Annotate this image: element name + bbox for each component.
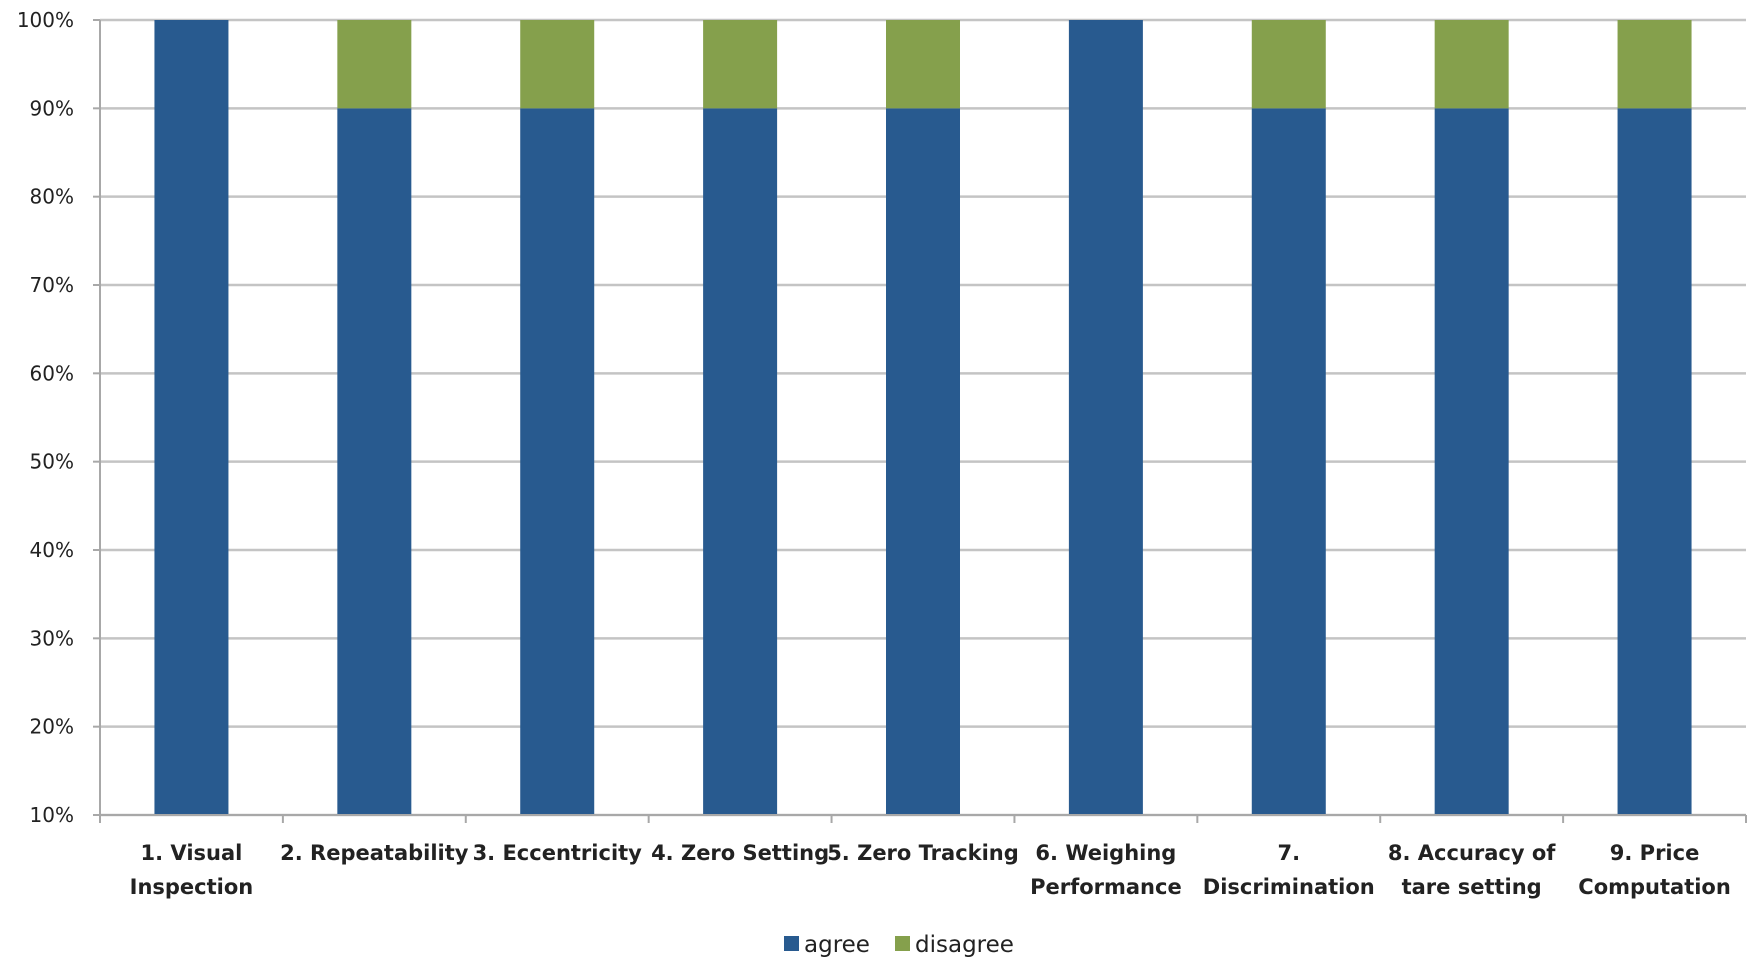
bar-agree-6	[1068, 20, 1143, 815]
x-category-label-1: 1. Visual Inspection	[130, 841, 254, 899]
y-tick-label-6: 70%	[30, 273, 74, 297]
y-tick-label-1: 20%	[30, 715, 74, 739]
bar-agree-4	[703, 108, 778, 816]
bar-disagree-8	[1434, 20, 1509, 109]
x-category-label-5: 5. Zero Tracking	[827, 841, 1019, 865]
bar-disagree-2	[337, 20, 412, 109]
bar-agree-8	[1434, 108, 1509, 816]
legend: agree disagree	[784, 932, 1014, 958]
x-category-label-2: 2. Repeatability	[280, 841, 469, 865]
x-category-label-3: 3. Eccentricity	[473, 841, 643, 865]
x-category-label-8: 8. Accuracy of tare setting	[1388, 841, 1556, 899]
bar-disagree-4	[703, 20, 778, 109]
bar-agree-7	[1251, 108, 1326, 816]
legend-swatch-disagree	[895, 936, 910, 951]
legend-label-disagree: disagree	[915, 932, 1014, 958]
y-tick-label-4: 50%	[30, 450, 74, 474]
bar-agree-3	[520, 108, 595, 816]
bar-disagree-9	[1617, 20, 1692, 109]
bars	[154, 20, 1692, 816]
y-tick-label-8: 90%	[30, 96, 74, 120]
x-category-label-7: 7. Discrimination	[1203, 841, 1375, 899]
y-tick-label-0: 10%	[30, 803, 74, 827]
bar-disagree-5	[886, 20, 960, 109]
legend-label-agree: agree	[804, 932, 870, 958]
bar-disagree-7	[1251, 20, 1326, 109]
x-category-label-4: 4. Zero Setting	[651, 841, 829, 865]
bar-agree-1	[154, 20, 229, 815]
y-tick-label-7: 80%	[30, 185, 74, 209]
y-tick-label-3: 40%	[30, 538, 74, 562]
bar-agree-5	[886, 108, 960, 816]
x-axis-category-labels: 1. Visual Inspection 2. Repeatability 3. Ec…	[130, 841, 1731, 899]
axes	[93, 19, 1747, 823]
y-tick-label-5: 60%	[30, 361, 74, 385]
bar-disagree-3	[520, 20, 595, 109]
y-tick-label-9: 100%	[17, 8, 74, 32]
y-tick-label-2: 30%	[30, 626, 74, 650]
x-category-label-6: 6. Weighing Performance	[1030, 841, 1182, 899]
x-category-label-9: 9. Price Computation	[1578, 841, 1731, 899]
bar-agree-9	[1617, 108, 1692, 816]
bar-agree-2	[337, 108, 412, 816]
y-axis-tick-labels: 10% 20% 30% 40% 50% 60% 70% 80% 90% 100%	[17, 8, 74, 827]
legend-swatch-agree	[784, 936, 799, 951]
